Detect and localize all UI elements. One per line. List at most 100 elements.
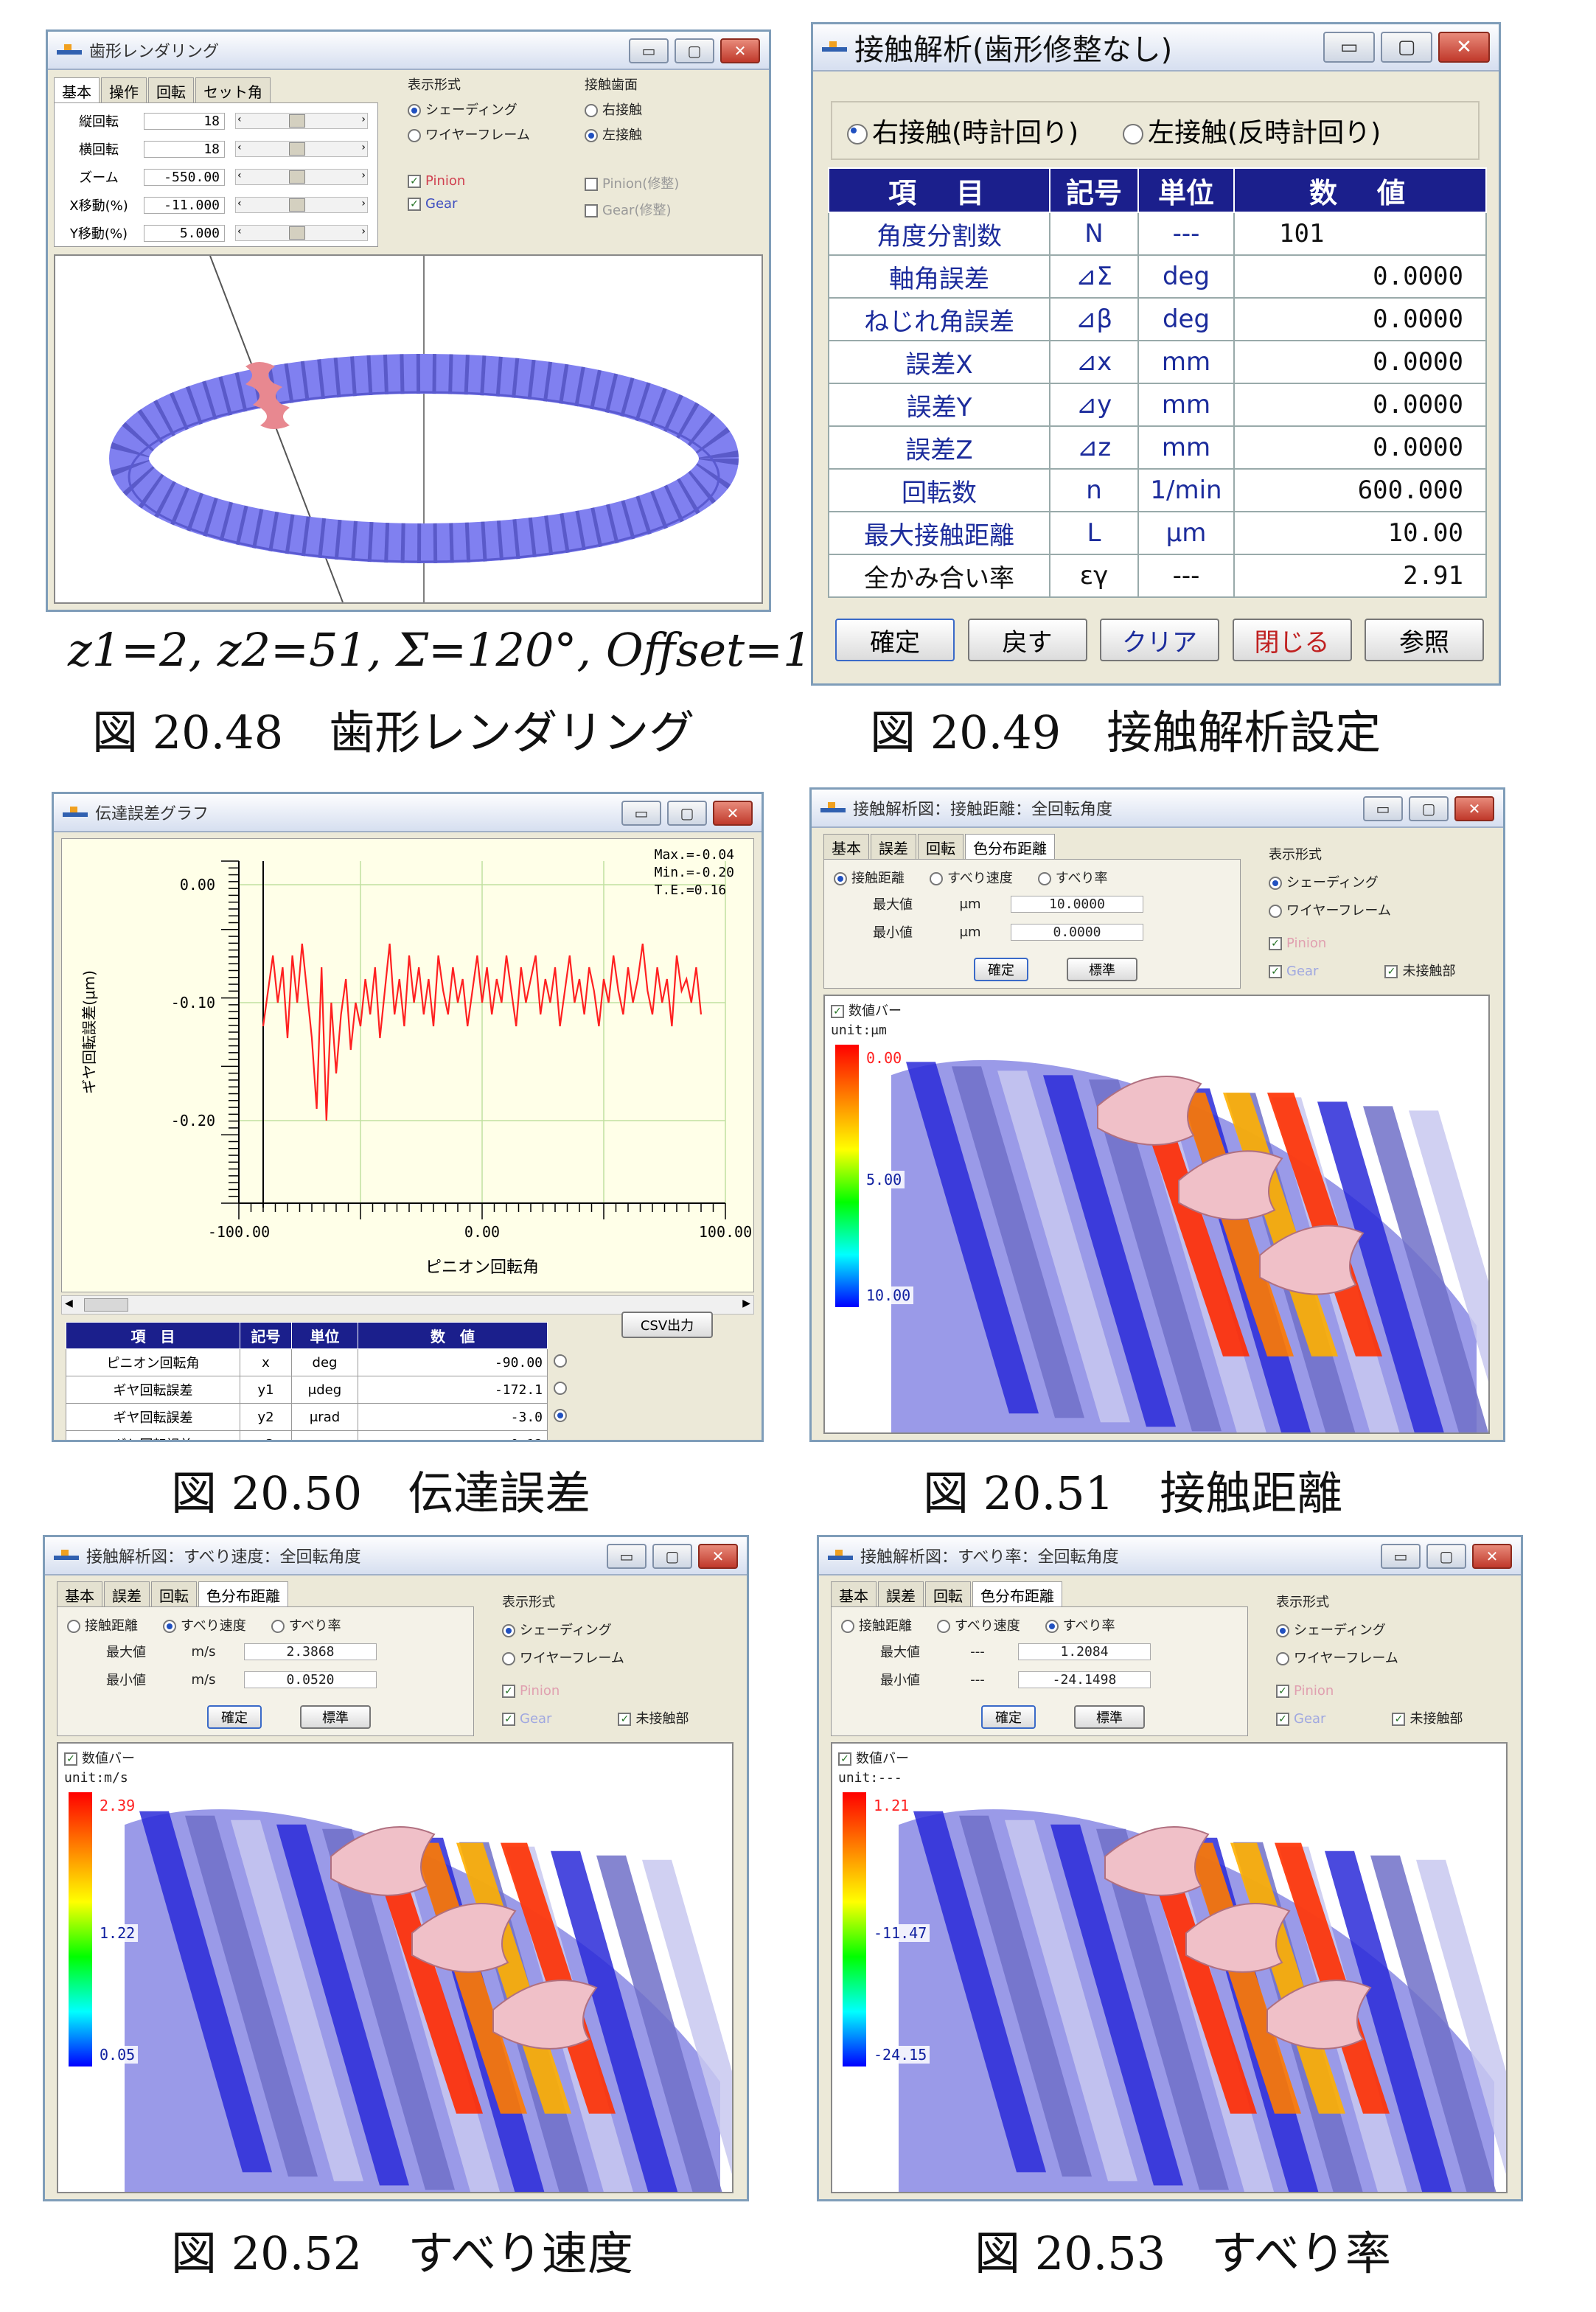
slider-left-icon[interactable]: ‹ — [237, 114, 242, 125]
wireframe-option[interactable]: ワイヤーフレーム — [502, 1645, 689, 1673]
tab-error[interactable]: 誤差 — [878, 1581, 924, 1608]
csv-export-button[interactable]: CSV出力 — [621, 1312, 713, 1338]
horizontal-scrollbar[interactable]: ◀ ▶ — [61, 1295, 754, 1315]
value-cell[interactable]: 0.0000 — [1233, 340, 1487, 384]
slider-thumb[interactable] — [289, 142, 305, 156]
close-button[interactable]: ✕ — [1472, 1544, 1512, 1569]
radio-icon[interactable] — [163, 1620, 176, 1633]
mode-option[interactable]: すべり速度 — [930, 871, 1013, 886]
clear-button[interactable]: クリア — [1100, 619, 1219, 661]
tab-basic[interactable]: 基本 — [54, 77, 100, 104]
pinion-check[interactable]: ✓ Pinion — [1276, 1677, 1463, 1705]
range-value[interactable]: 2.3868 — [244, 1643, 377, 1660]
shading-option[interactable]: シェーディング — [1276, 1617, 1463, 1645]
mode-option[interactable]: 接触距離 — [841, 1618, 912, 1634]
close-dialog-button[interactable]: 閉じる — [1232, 619, 1352, 661]
radio-icon[interactable] — [1269, 905, 1282, 918]
right-contact-option[interactable]: 右接触 — [585, 100, 754, 119]
slider-track[interactable]: ‹ › — [235, 141, 368, 157]
left-contact-radio[interactable]: 左接触(反時計回り) — [1123, 111, 1381, 150]
checkbox-icon[interactable]: ✓ — [1269, 965, 1282, 978]
slider-right-icon[interactable]: › — [361, 114, 366, 125]
radio-icon[interactable] — [502, 1652, 515, 1665]
maximize-button[interactable]: ▢ — [1381, 32, 1432, 63]
value-cell[interactable]: 2.91 — [1233, 554, 1487, 598]
radio-icon[interactable] — [585, 129, 598, 142]
param-value[interactable]: -550.00 — [144, 168, 225, 186]
pinion-check[interactable]: ✓ Pinion — [408, 173, 585, 189]
maximize-button[interactable]: ▢ — [1409, 796, 1449, 821]
contact-map-view[interactable]: ✓ 数値バー unit:m/s 2.39 1.22 0.05 — [57, 1742, 733, 2193]
left-contact-option[interactable]: 左接触 — [585, 125, 754, 144]
radio-icon[interactable] — [841, 1620, 854, 1633]
range-value[interactable]: 1.2084 — [1018, 1643, 1151, 1660]
tab-rotate[interactable]: 回転 — [918, 834, 963, 860]
slider-left-icon[interactable]: ‹ — [237, 170, 242, 181]
tab-basic[interactable]: 基本 — [831, 1581, 877, 1608]
slider-thumb[interactable] — [289, 226, 305, 240]
contact-map-view[interactable]: ✓ 数値バー unit:μm 0.00 5.00 10.00 — [823, 995, 1490, 1434]
minimize-button[interactable]: ▭ — [607, 1544, 647, 1569]
shading-option[interactable]: シェーディング — [408, 100, 585, 119]
maximize-button[interactable]: ▢ — [1426, 1544, 1466, 1569]
range-value[interactable]: 0.0520 — [244, 1671, 377, 1688]
radio-icon[interactable] — [930, 872, 943, 885]
right-contact-radio[interactable]: 右接触(時計回り) — [847, 111, 1078, 150]
range-value[interactable]: 10.0000 — [1011, 895, 1143, 913]
radio-icon[interactable] — [67, 1620, 80, 1633]
value-bar-check[interactable]: ✓ 数値バー — [64, 1748, 135, 1767]
gear-check[interactable]: ✓ Gear ✓ 未接触部 — [1269, 958, 1455, 986]
shading-option[interactable]: シェーディング — [1269, 869, 1455, 897]
radio-icon[interactable] — [1276, 1624, 1289, 1637]
radio-icon[interactable] — [408, 104, 421, 117]
checkbox-icon[interactable]: ✓ — [64, 1752, 77, 1766]
slider-right-icon[interactable]: › — [361, 170, 366, 181]
pinion-check[interactable]: ✓ Pinion — [1269, 930, 1455, 958]
mode-option[interactable]: すべり率 — [1037, 871, 1108, 886]
checkbox-icon[interactable]: ✓ — [1276, 1685, 1289, 1698]
close-button[interactable]: ✕ — [720, 38, 760, 63]
radio-y1[interactable] — [554, 1353, 576, 1380]
slider-right-icon[interactable]: › — [361, 198, 366, 209]
value-cell[interactable]: 0.0000 — [1233, 254, 1487, 299]
checkbox-icon[interactable]: ✓ — [408, 175, 421, 188]
default-button[interactable]: 標準 — [1067, 958, 1137, 981]
radio-icon[interactable] — [1037, 872, 1051, 885]
radio-icon[interactable] — [1123, 124, 1144, 144]
render-view[interactable] — [54, 254, 763, 604]
slider-left-icon[interactable]: ‹ — [237, 226, 242, 237]
scroll-right-icon[interactable]: ▶ — [742, 1298, 750, 1309]
value-cell[interactable]: 0.0000 — [1233, 297, 1487, 341]
tab-rotate[interactable]: 回転 — [925, 1581, 971, 1608]
param-value[interactable]: -11.000 — [144, 196, 225, 214]
minimize-button[interactable]: ▭ — [1323, 32, 1375, 63]
maximize-button[interactable]: ▢ — [667, 801, 707, 826]
param-value[interactable]: 18 — [144, 140, 225, 158]
checkbox-icon[interactable] — [585, 204, 598, 217]
pinion-check[interactable]: ✓ Pinion — [502, 1677, 689, 1705]
shading-option[interactable]: シェーディング — [502, 1617, 689, 1645]
radio-y3[interactable] — [554, 1407, 576, 1435]
slider-left-icon[interactable]: ‹ — [237, 142, 242, 153]
uncontact-check[interactable]: ✓ 未接触部 — [1384, 964, 1455, 979]
slider-thumb[interactable] — [289, 114, 305, 128]
tab-color-distance[interactable]: 色分布距離 — [198, 1581, 288, 1608]
radio-icon[interactable] — [937, 1620, 950, 1633]
minimize-button[interactable]: ▭ — [629, 38, 669, 63]
mode-option[interactable]: すべり速度 — [163, 1618, 246, 1634]
radio-icon[interactable] — [554, 1354, 567, 1368]
default-button[interactable]: 標準 — [300, 1705, 371, 1729]
default-button[interactable]: 標準 — [1074, 1705, 1145, 1729]
radio-icon[interactable] — [1269, 877, 1282, 890]
slider-left-icon[interactable]: ‹ — [237, 198, 242, 209]
checkbox-icon[interactable]: ✓ — [1276, 1713, 1289, 1726]
mode-option[interactable]: 接触距離 — [834, 871, 905, 886]
slider-thumb[interactable] — [289, 198, 305, 212]
pinion-mod-check[interactable]: Pinion(修整) — [585, 173, 754, 192]
checkbox-icon[interactable]: ✓ — [1269, 937, 1282, 950]
radio-icon[interactable] — [554, 1408, 567, 1422]
confirm-button[interactable]: 確定 — [207, 1705, 262, 1729]
slider-track[interactable]: ‹ › — [235, 113, 368, 129]
checkbox-icon[interactable] — [585, 178, 598, 191]
maximize-button[interactable]: ▢ — [675, 38, 714, 63]
